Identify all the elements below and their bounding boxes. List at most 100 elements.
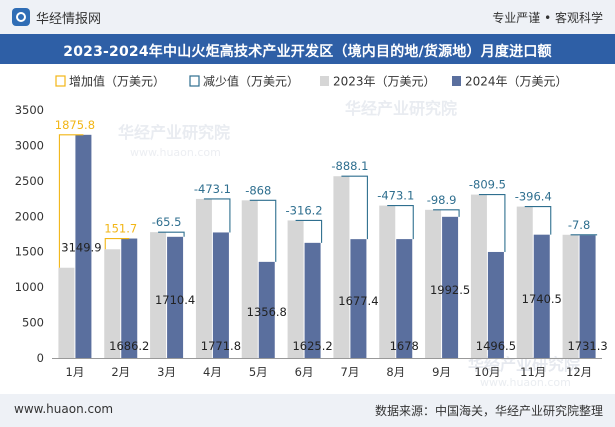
bar-2023	[241, 200, 258, 358]
bar-2024	[487, 251, 504, 358]
change-label: -868	[245, 183, 271, 197]
bar-2024	[258, 261, 275, 358]
bar-2024	[442, 216, 459, 358]
decrease-bracket	[433, 209, 460, 217]
change-label: -7.8	[568, 218, 590, 232]
footer-site: www.huaon.com	[14, 402, 114, 416]
footer-bar: www.huaon.com 数据来源：中国海关，华经产业研究院整理	[0, 394, 615, 427]
value-label-2024: 1771.8	[201, 339, 241, 353]
watermark-url: www.huaon.com	[130, 146, 221, 159]
bar-2023	[58, 267, 75, 358]
y-tick-label: 3000	[15, 138, 44, 152]
bar-2024	[75, 134, 92, 358]
bar-2024	[533, 234, 550, 358]
bar-chart: 华经产业研究院www.huaon.com华经产业研究院华经产业研究院www.hu…	[15, 74, 608, 390]
value-label-2024: 1731.3	[567, 339, 607, 353]
top-bar: 华经情报网 专业严谨 • 客观科学	[0, 0, 615, 34]
change-label: 151.7	[104, 222, 137, 236]
value-label-2024: 1992.5	[430, 283, 470, 297]
y-tick-label: 1500	[15, 245, 44, 259]
bar-2023	[516, 206, 533, 358]
x-tick-label: 4月	[203, 365, 222, 379]
legend-swatch-2023	[320, 76, 329, 86]
bar-2024	[304, 242, 321, 358]
legend-label: 2024年（万美元）	[465, 75, 568, 89]
bar-2023	[562, 234, 579, 358]
legend-swatch-decrease	[189, 75, 200, 87]
bar-2024	[350, 239, 367, 358]
bar-2024	[167, 236, 184, 358]
x-tick-label: 10月	[474, 365, 500, 379]
y-tick-label: 3500	[15, 103, 44, 117]
decrease-bracket	[203, 198, 231, 233]
title-bar: 2023-2024年中山火炬高技术产业开发区（境内目的地/货源地）月度进口额	[0, 34, 615, 64]
y-tick-label: 2000	[15, 209, 44, 223]
bar-2023	[333, 176, 350, 358]
change-label: -473.1	[194, 182, 231, 196]
x-tick-label: 3月	[157, 365, 176, 379]
decrease-bracket	[158, 231, 185, 237]
bar-2024	[121, 238, 138, 358]
x-tick-label: 7月	[341, 365, 360, 379]
decrease-bracket	[570, 234, 598, 236]
y-tick-label: 2500	[15, 174, 44, 188]
value-label-2024: 3149.9	[61, 241, 101, 255]
brand-name: 华经情报网	[36, 12, 102, 27]
value-label-2024: 1625.2	[292, 339, 332, 353]
x-tick-label: 5月	[249, 365, 268, 379]
x-tick-label: 6月	[295, 365, 314, 379]
decrease-bracket	[295, 219, 323, 243]
value-label-2024: 1710.4	[155, 293, 195, 307]
chart-title: 2023-2024年中山火炬高技术产业开发区（境内目的地/货源地）月度进口额	[63, 44, 552, 60]
bar-2024	[396, 239, 413, 358]
brand-logo-icon	[12, 8, 30, 26]
increase-bracket	[58, 134, 84, 268]
bar-2024	[212, 232, 229, 358]
legend-swatch-increase	[55, 75, 66, 87]
change-label: -316.2	[286, 203, 323, 217]
legend-label: 2023年（万美元）	[333, 75, 436, 89]
bar-2023	[150, 232, 167, 358]
bar-2023	[379, 205, 396, 358]
bar-2023	[287, 220, 304, 358]
x-tick-label: 1月	[66, 365, 85, 379]
x-tick-label: 12月	[566, 365, 592, 379]
change-label: -473.1	[377, 189, 414, 203]
watermark-url: www.huaon.com	[480, 376, 571, 389]
legend-swatch-2024	[452, 76, 461, 86]
decrease-bracket	[478, 194, 506, 252]
x-tick-label: 8月	[386, 365, 405, 379]
bar-2023	[195, 198, 212, 358]
change-label: -809.5	[469, 178, 506, 192]
footer-source: 数据来源：中国海关，华经产业研究院整理	[374, 404, 603, 418]
bar-2023	[104, 249, 121, 358]
x-tick-label: 2月	[111, 365, 130, 379]
legend-label: 减少值（万美元）	[203, 74, 299, 89]
decrease-bracket	[249, 199, 277, 262]
change-label: 1875.8	[55, 118, 95, 132]
watermark-text: 华经产业研究院	[345, 99, 457, 118]
value-label-2024: 1678	[390, 339, 419, 353]
increase-bracket	[104, 237, 130, 250]
decrease-bracket	[387, 205, 414, 240]
decrease-bracket	[341, 175, 368, 240]
bar-2023	[470, 194, 487, 358]
bar-2023	[425, 209, 442, 358]
value-label-2024: 1686.2	[109, 339, 149, 353]
change-label: -65.5	[152, 215, 182, 229]
y-tick-label: 500	[22, 316, 44, 330]
legend-label: 增加值（万美元）	[69, 74, 165, 89]
watermark-text: 华经产业研究院	[468, 355, 580, 374]
value-label-2024: 1740.5	[522, 292, 562, 306]
y-tick-label: 1000	[15, 280, 44, 294]
change-label: -98.9	[427, 193, 457, 207]
y-tick-label: 0	[37, 351, 44, 365]
value-label-2024: 1677.4	[338, 294, 378, 308]
watermark-text: 华经产业研究院	[118, 123, 230, 142]
slogan: 专业严谨 • 客观科学	[492, 11, 603, 25]
decrease-bracket	[524, 206, 552, 235]
change-label: -396.4	[515, 190, 552, 204]
value-label-2024: 1356.8	[247, 305, 287, 319]
x-tick-label: 9月	[432, 365, 451, 379]
change-label: -888.1	[331, 159, 368, 173]
